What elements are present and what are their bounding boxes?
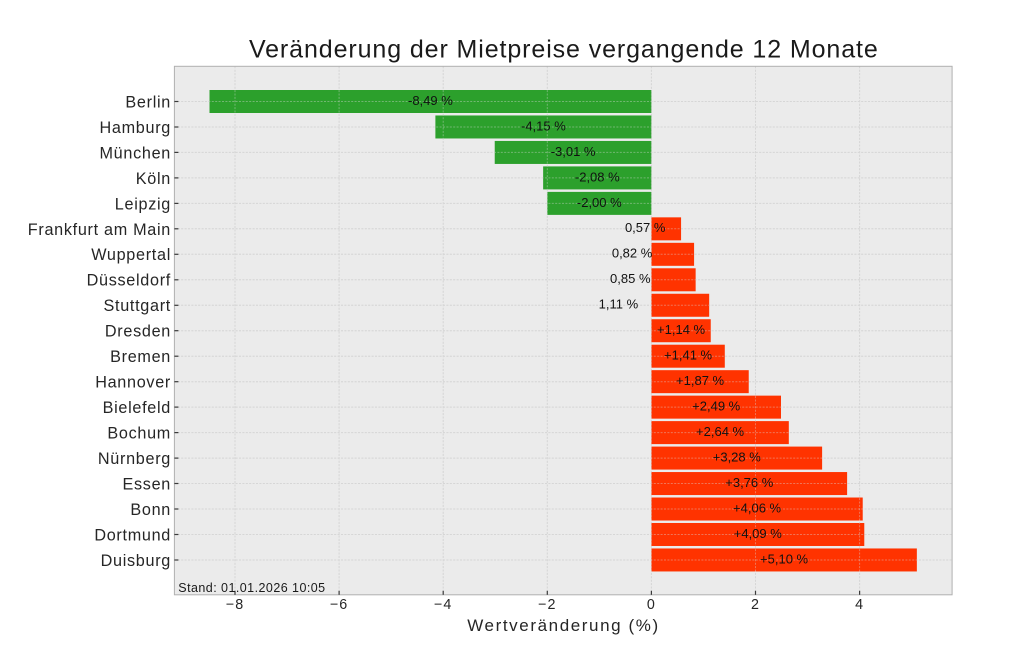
svg-text:Dortmund: Dortmund	[94, 526, 171, 544]
svg-text:Stand: 01.01.2026 10:05: Stand: 01.01.2026 10:05	[178, 581, 325, 595]
svg-text:2: 2	[751, 597, 760, 613]
svg-text:+1,41 %: +1,41 %	[664, 348, 713, 363]
svg-text:Wuppertal: Wuppertal	[91, 246, 171, 264]
svg-text:Nürnberg: Nürnberg	[98, 450, 171, 468]
svg-text:-4,15 %: -4,15 %	[521, 118, 566, 133]
svg-text:Bonn: Bonn	[130, 501, 171, 519]
svg-text:Leipzig: Leipzig	[115, 195, 171, 213]
svg-text:Hamburg: Hamburg	[100, 119, 171, 137]
svg-text:0,57 %: 0,57 %	[625, 220, 666, 235]
svg-text:-2,08 %: -2,08 %	[575, 169, 620, 184]
svg-text:Wertveränderung (%): Wertveränderung (%)	[467, 616, 660, 635]
svg-text:+1,87 %: +1,87 %	[676, 373, 725, 388]
svg-text:+2,49 %: +2,49 %	[692, 399, 741, 414]
svg-text:+3,76 %: +3,76 %	[725, 475, 774, 490]
svg-text:Duisburg: Duisburg	[101, 552, 171, 570]
svg-text:−8: −8	[226, 597, 244, 613]
svg-text:Berlin: Berlin	[125, 93, 171, 111]
svg-text:Essen: Essen	[123, 475, 172, 493]
svg-text:0,85 %: 0,85 %	[610, 271, 651, 286]
svg-text:Bochum: Bochum	[107, 425, 171, 443]
svg-text:+4,09 %: +4,09 %	[734, 526, 783, 541]
svg-text:-3,01 %: -3,01 %	[551, 144, 596, 159]
svg-text:Düsseldorf: Düsseldorf	[87, 272, 171, 290]
svg-text:Köln: Köln	[136, 170, 171, 188]
svg-text:Veränderung der Mietpreise ver: Veränderung der Mietpreise vergangende 1…	[249, 36, 879, 64]
svg-text:−6: −6	[330, 597, 348, 613]
svg-text:-8,49 %: -8,49 %	[408, 93, 453, 108]
svg-text:−2: −2	[538, 597, 556, 613]
svg-text:Dresden: Dresden	[105, 323, 171, 341]
svg-text:−4: −4	[434, 597, 452, 613]
svg-text:Bielefeld: Bielefeld	[103, 399, 171, 417]
svg-text:-2,00 %: -2,00 %	[577, 195, 622, 210]
svg-text:+5,10 %: +5,10 %	[760, 551, 809, 566]
svg-text:Frankfurt am Main: Frankfurt am Main	[28, 221, 171, 239]
svg-text:Stuttgart: Stuttgart	[104, 297, 172, 315]
svg-text:0: 0	[647, 597, 656, 613]
svg-text:+3,28 %: +3,28 %	[713, 450, 762, 465]
svg-text:+2,64 %: +2,64 %	[696, 424, 745, 439]
svg-text:+1,14 %: +1,14 %	[657, 322, 706, 337]
svg-text:Hannover: Hannover	[95, 374, 171, 392]
svg-text:1,11 %: 1,11 %	[599, 297, 639, 312]
svg-text:München: München	[100, 144, 172, 162]
svg-text:Bremen: Bremen	[110, 348, 171, 366]
svg-text:+4,06 %: +4,06 %	[733, 500, 782, 515]
svg-text:4: 4	[855, 597, 864, 613]
svg-text:0,82 %: 0,82 %	[612, 246, 653, 261]
